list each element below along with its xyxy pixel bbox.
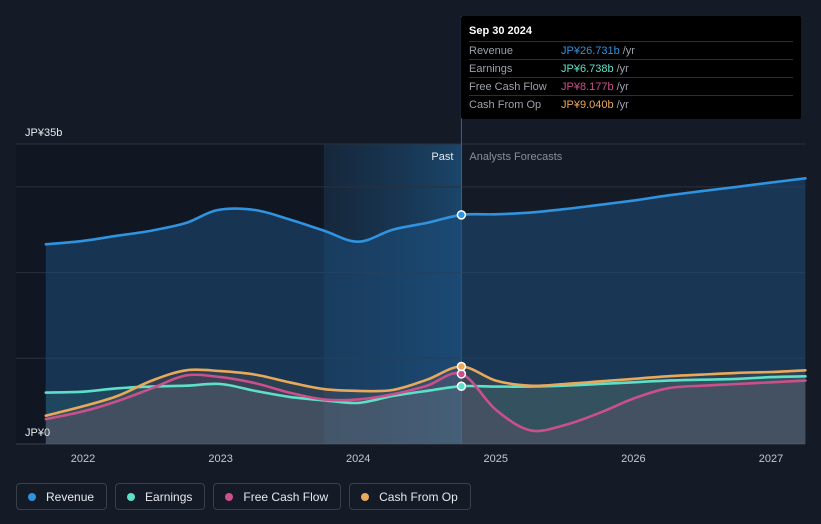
revenue-line <box>44 177 807 246</box>
tooltip-label: Earnings <box>469 62 513 75</box>
x-tick-label: 2022 <box>71 453 95 465</box>
tooltip-unit: /yr <box>622 44 635 57</box>
cash-from-op-line <box>44 365 807 417</box>
legend-item-revenue[interactable]: Revenue <box>16 483 108 510</box>
x-tick-label: 2027 <box>759 453 783 465</box>
earnings-point <box>456 381 467 391</box>
x-tick-label: 2026 <box>621 453 645 465</box>
tooltip-unit: /yr <box>616 80 629 93</box>
x-tick-label: 2024 <box>346 453 370 465</box>
free-cash-flow-area <box>45 373 806 444</box>
revenue-point <box>456 210 467 220</box>
tooltip-value: JP¥9.040b <box>561 98 614 111</box>
tooltip-row-cash-from-op: Cash From Op JP¥9.040b /yr <box>469 95 793 113</box>
free-cash-flow-line <box>44 371 807 433</box>
tooltip-row-revenue: Revenue JP¥26.731b /yr <box>469 41 793 59</box>
tooltip-label: Revenue <box>469 44 514 57</box>
tooltip-value: JP¥8.177b <box>561 80 614 93</box>
y-tick-label-bottom: JP¥0 <box>25 427 50 439</box>
y-tick-label-top: JP¥35b <box>25 127 62 139</box>
tooltip-value: JP¥26.731b <box>561 44 620 57</box>
chart-legend: Revenue Earnings Free Cash Flow Cash Fro… <box>16 483 471 510</box>
earnings-line <box>44 375 807 405</box>
tooltip-date: Sep 30 2024 <box>469 25 532 37</box>
tooltip-value: JP¥6.738b <box>561 62 614 75</box>
earnings-area <box>45 376 806 444</box>
forecast-label: Analysts Forecasts <box>469 151 562 163</box>
tooltip-label: Cash From Op <box>469 98 542 111</box>
cash-from-op-point <box>456 361 467 372</box>
x-tick-label: 2025 <box>484 453 508 465</box>
legend-dot-icon <box>28 492 36 501</box>
legend-item-cash-from-op[interactable]: Cash From Op <box>349 483 471 510</box>
legend-dot-icon <box>127 492 136 501</box>
tooltip-row-free-cash-flow: Free Cash Flow JP¥8.177b /yr <box>469 77 793 95</box>
x-tick-label: 2023 <box>208 453 232 465</box>
revenue-area <box>45 178 806 445</box>
legend-label: Earnings <box>145 489 193 504</box>
tooltip-row-earnings: Earnings JP¥6.738b /yr <box>469 59 793 77</box>
tooltip-unit: /yr <box>616 98 629 111</box>
tooltip-unit: /yr <box>616 62 629 75</box>
legend-dot-icon <box>361 492 370 501</box>
legend-label: Revenue <box>46 489 95 504</box>
legend-dot-icon <box>225 492 234 501</box>
past-label: Past <box>431 151 453 163</box>
legend-item-earnings[interactable]: Earnings <box>115 483 206 510</box>
legend-label: Cash From Op <box>379 489 458 504</box>
legend-label: Free Cash Flow <box>243 489 329 504</box>
legend-item-free-cash-flow[interactable]: Free Cash Flow <box>213 483 342 510</box>
data-tooltip: Sep 30 2024 Revenue JP¥26.731b /yr Earni… <box>461 16 801 119</box>
tooltip-label: Free Cash Flow <box>469 80 547 93</box>
